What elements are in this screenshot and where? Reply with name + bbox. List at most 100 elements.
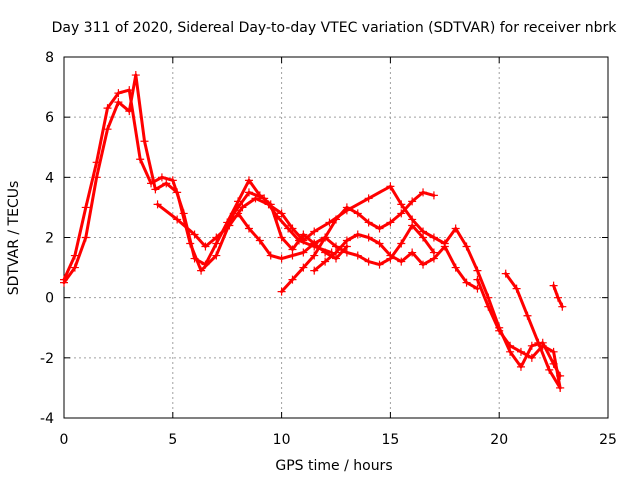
- data-point: [523, 311, 532, 320]
- data-point: [553, 293, 562, 302]
- data-point: [353, 209, 362, 218]
- data-point: [131, 71, 140, 80]
- data-point: [321, 257, 330, 266]
- data-point: [151, 185, 160, 194]
- data-point: [299, 263, 308, 272]
- x-tick-label: 5: [168, 432, 177, 448]
- data-point: [527, 341, 536, 350]
- chart-title: Day 311 of 2020, Sidereal Day-to-day VTE…: [52, 20, 618, 36]
- data-point: [364, 218, 373, 227]
- data-point: [114, 98, 123, 107]
- data-point: [473, 275, 482, 284]
- data-point: [325, 218, 334, 227]
- data-point: [440, 242, 449, 251]
- data-point: [397, 239, 406, 248]
- data-point: [190, 230, 199, 239]
- data-point: [375, 260, 384, 269]
- data-point: [516, 362, 525, 371]
- x-tick-label: 10: [273, 432, 291, 448]
- x-tick-label: 20: [490, 432, 508, 448]
- data-point: [545, 365, 554, 374]
- data-point: [321, 233, 330, 242]
- series-line: [312, 233, 479, 291]
- data-point: [234, 209, 243, 218]
- data-point: [516, 347, 525, 356]
- data-point: [70, 251, 79, 260]
- data-point: [332, 248, 340, 257]
- y-tick-label: -2: [40, 351, 54, 367]
- data-point: [419, 233, 428, 242]
- x-tick-label: 15: [381, 432, 399, 448]
- data-point: [342, 203, 351, 212]
- data-point: [527, 353, 536, 362]
- data-point: [386, 182, 395, 191]
- y-tick-label: 8: [45, 50, 54, 66]
- x-tick-label: 25: [599, 432, 617, 448]
- data-point: [397, 257, 406, 266]
- data-point: [273, 212, 282, 221]
- data-point: [332, 215, 340, 224]
- y-tick-labels: -4 -2 0 2 4 6 8: [40, 50, 54, 427]
- data-point: [251, 194, 260, 203]
- data-point: [140, 137, 149, 146]
- data-point: [168, 176, 177, 185]
- data-point: [173, 215, 182, 224]
- data-point: [364, 194, 373, 203]
- data-point: [451, 263, 460, 272]
- data-point: [408, 197, 417, 206]
- data-series: [60, 86, 351, 284]
- data-point: [244, 224, 253, 233]
- data-series: [501, 269, 565, 392]
- data-point: [310, 266, 319, 275]
- data-point: [556, 383, 565, 392]
- data-point: [60, 278, 68, 287]
- data-point: [408, 221, 417, 230]
- data-point: [375, 224, 384, 233]
- data-point: [451, 224, 460, 233]
- data-point: [277, 287, 286, 296]
- data-point: [386, 251, 395, 260]
- x-axis-label: GPS time / hours: [275, 458, 392, 474]
- series-line: [504, 272, 562, 390]
- data-point: [225, 221, 234, 230]
- data-point: [277, 233, 286, 242]
- data-point: [419, 260, 428, 269]
- data-series: [153, 182, 565, 380]
- data-point: [153, 200, 162, 209]
- data-point: [342, 248, 351, 257]
- data-point: [495, 326, 504, 335]
- data-series: [310, 230, 482, 293]
- y-axis-label: SDTVAR / TECUs: [6, 181, 22, 296]
- data-point: [364, 257, 373, 266]
- data-point: [534, 338, 543, 347]
- data-point: [70, 263, 79, 272]
- plot-area: [60, 71, 567, 392]
- y-tick-label: 2: [45, 231, 54, 247]
- data-series: [549, 281, 567, 311]
- data-point: [397, 209, 406, 218]
- data-point: [103, 125, 112, 134]
- data-point: [310, 251, 319, 260]
- y-tick-label: 4: [45, 170, 54, 186]
- x-tick-labels: 0 5 10 15 20 25: [60, 432, 617, 448]
- data-point: [212, 233, 221, 242]
- data-point: [299, 236, 308, 245]
- data-point: [397, 200, 406, 209]
- data-series: [277, 188, 438, 296]
- data-point: [157, 173, 166, 182]
- data-point: [364, 233, 373, 242]
- data-point: [197, 266, 206, 275]
- data-point: [81, 233, 90, 242]
- data-point: [277, 209, 286, 218]
- data-point: [501, 269, 510, 278]
- y-tick-label: -4: [40, 411, 54, 427]
- data-point: [201, 242, 210, 251]
- data-point: [429, 191, 438, 200]
- data-point: [549, 347, 558, 356]
- data-point: [506, 341, 515, 350]
- data-point: [484, 302, 493, 311]
- data-point: [125, 107, 134, 116]
- data-point: [310, 239, 319, 248]
- data-point: [244, 176, 253, 185]
- data-point: [114, 89, 123, 98]
